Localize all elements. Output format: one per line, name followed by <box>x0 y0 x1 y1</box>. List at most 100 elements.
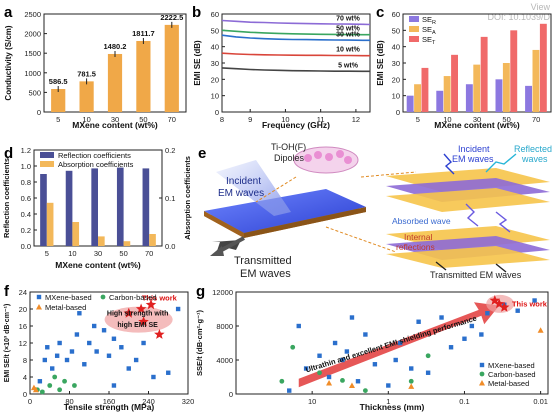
chart-c-xtick-label: 30 <box>473 115 481 124</box>
chart-b-series-label: 30 wt% <box>336 31 361 38</box>
incident-left-line2: EM waves <box>218 188 264 199</box>
chart-g-point-triangle <box>326 379 333 386</box>
chart-g-xtick-label: 1 <box>386 397 390 406</box>
chart-f-point-square <box>57 340 62 346</box>
internal-line1: Internal <box>404 232 432 242</box>
chart-d-bar-reflection <box>65 170 73 246</box>
chart-f-ytick-label: 16 <box>19 322 27 331</box>
chart-a-bar <box>164 24 179 113</box>
chart-d-xtick-label: 50 <box>119 249 127 258</box>
chart-b-ytick-label: 10 <box>211 92 219 101</box>
chart-f-this-work-label: This work <box>142 294 178 303</box>
chart-c-ytick-label: 20 <box>392 75 400 84</box>
chart-d-ytick-label: 0.6 <box>21 194 31 203</box>
chart-g-point-square <box>532 298 537 303</box>
chart-g-point-square <box>326 374 332 380</box>
panel-label-g: g <box>196 283 206 300</box>
chart-b-series-label: 70 wt% <box>336 15 361 22</box>
chart-c-xtick-label: 10 <box>443 115 451 124</box>
chart-f-point-square <box>119 345 124 350</box>
chart-g-point-square <box>340 357 345 363</box>
chart-f-xtick-label: 320 <box>182 397 195 406</box>
chart-g-point-circle <box>340 378 345 383</box>
chart-f-point-square <box>87 340 92 346</box>
chart-f-point-square <box>42 357 48 363</box>
chart-f-point-square <box>54 353 60 358</box>
chart-g-point-square <box>363 332 368 337</box>
chart-f-point-circle <box>57 387 63 393</box>
chart-f-ytick-label: 0 <box>23 390 27 399</box>
chart-g-point-square <box>439 315 444 320</box>
incident-arrow-left <box>216 160 291 216</box>
chart-c-bar <box>414 84 421 112</box>
chart-d-bar-reflection <box>91 168 98 246</box>
chart-b-xtick-label: 10 <box>281 115 289 124</box>
chart-g-legend-label: Metal-based <box>488 379 529 388</box>
chart-c-bar <box>473 64 481 112</box>
chart-f-point-square <box>141 340 146 346</box>
chart-a-xlabel: MXene content (wt%) <box>72 120 158 130</box>
chart-d-xtick-label: 30 <box>94 249 102 258</box>
chart-f-legend-marker <box>36 304 42 310</box>
chart-b-xtick-label: 9 <box>248 115 252 124</box>
chart-d-ylabel: Reflection coefficients <box>2 158 11 238</box>
chart-f-ytick-label: 20 <box>19 305 27 314</box>
chart-c-bar <box>480 36 488 112</box>
chart-g-point-square <box>296 323 301 329</box>
chart-c-ytick-label: 0 <box>396 108 400 117</box>
chart-f-point-square <box>151 374 156 380</box>
chart-c-xtick-label: 50 <box>502 115 510 124</box>
chart-f-point-square <box>111 336 117 341</box>
chart-g-point-square <box>462 336 467 341</box>
chart-g-xlabel: Thickness (mm) <box>360 402 425 412</box>
chart-d-right-ylabel: Absorption coefficients <box>183 156 192 240</box>
chart-g-annotation: Ultrathin and excellent EMI shielding pe… <box>304 314 477 375</box>
chart-d-right-ytick-label: 0.1 <box>165 194 175 203</box>
chart-d-ytick-label: 0.2 <box>21 226 31 235</box>
chart-f-ytick-label: 12 <box>19 339 27 348</box>
chart-f-point-circle <box>72 383 77 388</box>
chart-b-emi-frequency: 0 10 20 30 40 50 60 8 9 10 11 12 70 wt% 50 wt%30 wt% 1… <box>193 10 371 130</box>
incident-right-line2: EM waves <box>452 154 494 164</box>
chart-b-series-line <box>221 19 371 26</box>
chart-b-ytick-label: 50 <box>211 26 219 35</box>
chart-f-point-star <box>138 316 149 327</box>
chart-a-ylabel: Conductivity (S/cm) <box>4 25 13 100</box>
chart-g-ytick-label: 12000 <box>212 288 233 297</box>
chart-g-plot-frame <box>235 291 549 395</box>
chart-b-ytick-label: 40 <box>211 43 219 52</box>
chart-c-legend-label: SET <box>422 35 436 46</box>
chart-g-point-square <box>479 332 484 337</box>
mxene-layer-stack <box>386 168 550 268</box>
chart-f-point-square <box>126 366 131 371</box>
watermark-line-1: View <box>530 2 550 12</box>
chart-f-point-star <box>145 299 157 310</box>
chart-b-xtick-label: 8 <box>220 115 224 124</box>
chart-g-point-square <box>393 357 398 363</box>
chart-g-point-square <box>469 323 475 329</box>
chart-a-value-label: 1480.2 <box>104 42 127 51</box>
chart-c-bar <box>451 54 458 112</box>
chart-f-ylabel: EMI SE/t (×10³ dB·cm⁻¹) <box>4 304 11 383</box>
chart-f-point-square <box>166 370 171 375</box>
chart-c-legend-swatch <box>409 16 419 22</box>
chart-g-point-square <box>372 362 378 367</box>
chart-a-bar <box>136 40 151 112</box>
chart-a-value-label: 2222.5 <box>160 13 183 22</box>
chart-d-ytick-label: 0.0 <box>21 242 31 251</box>
doi-watermark: View DOI: 10.1039/D <box>430 2 550 22</box>
chart-f-point-square <box>82 362 87 367</box>
chart-f-point-square <box>133 357 139 363</box>
chart-a-ytick-label: 0 <box>37 108 41 117</box>
chart-f-legend-label: MXene-based <box>45 293 92 302</box>
chart-g-point-square <box>485 311 490 316</box>
chart-g-point-circle <box>425 353 431 359</box>
chart-f-point-circle <box>52 374 58 380</box>
transmitted-right-label: Transmitted EM waves <box>430 270 522 280</box>
transmitted-left-line2: EM waves <box>240 268 291 280</box>
chart-f-legend-marker <box>36 294 42 300</box>
watermark-line-2: DOI: 10.1039/D <box>487 12 550 22</box>
chart-f-annotation-line1: High strength with <box>107 310 168 317</box>
chart-b-xlabel: Frequency (GHz) <box>262 120 330 130</box>
chart-b-series-line <box>221 34 370 42</box>
